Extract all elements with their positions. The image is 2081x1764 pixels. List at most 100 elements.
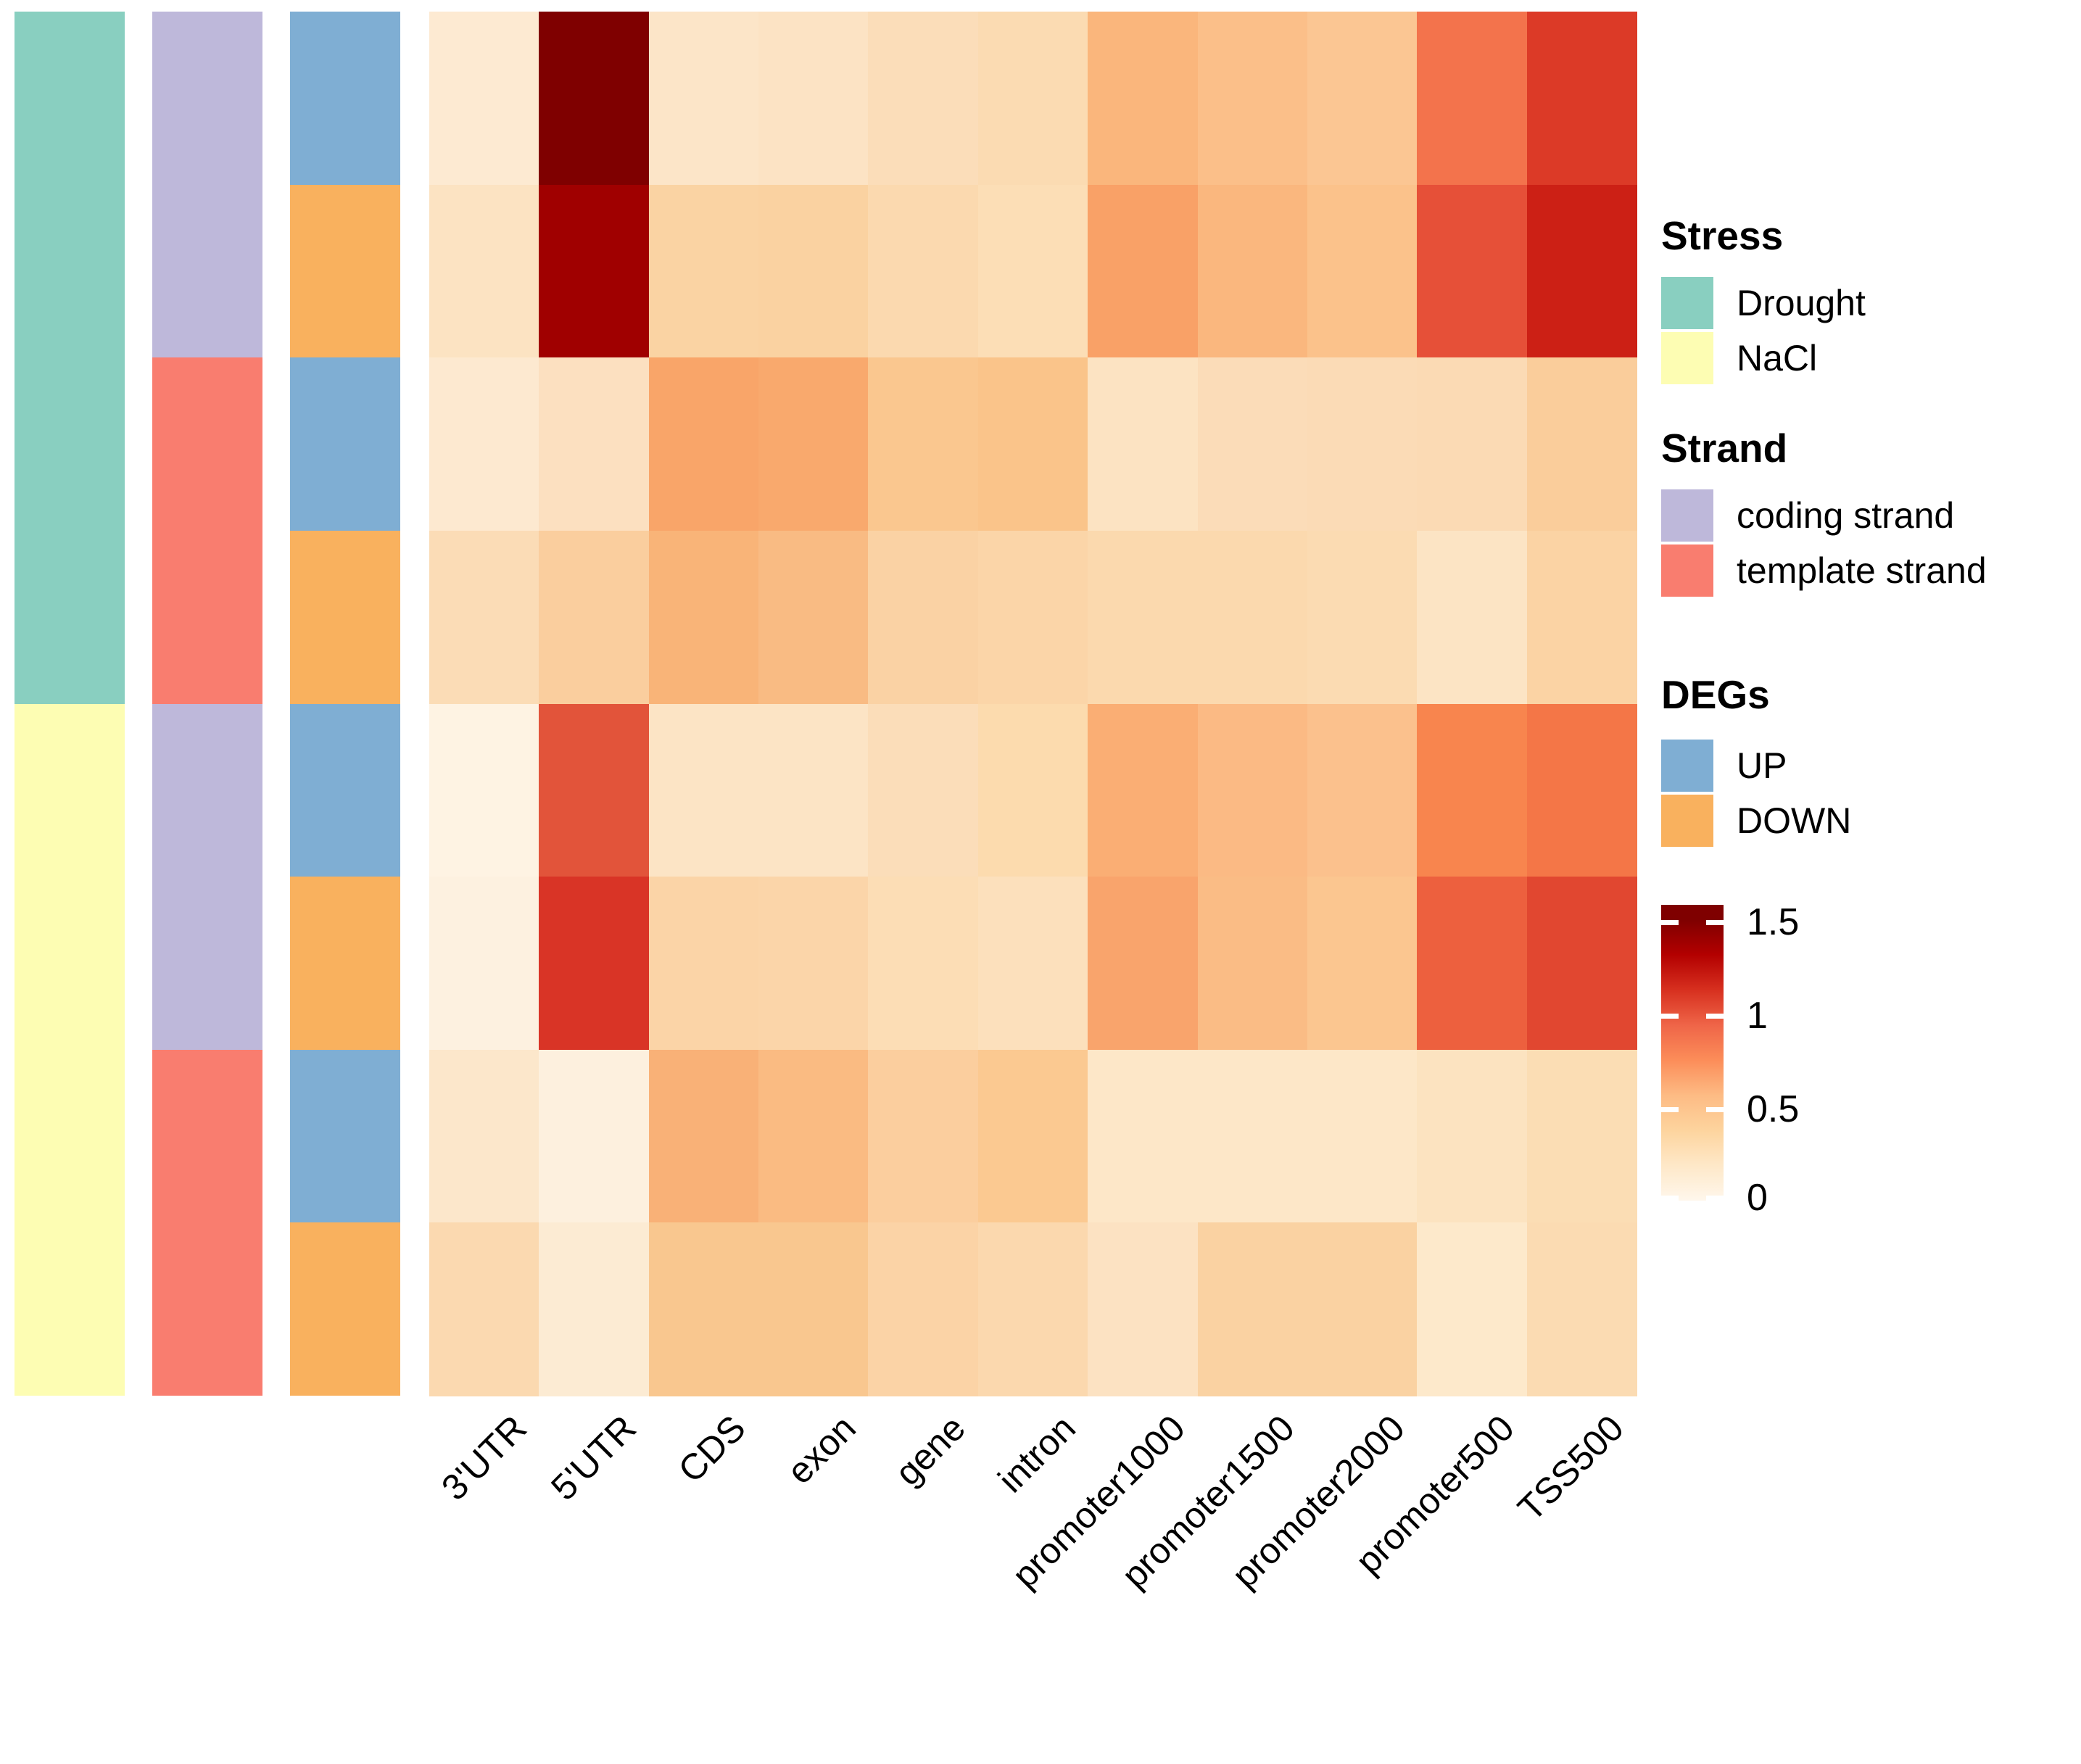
legend-degs-title: DEGs [1661, 672, 1770, 717]
heatmap-cell [1417, 877, 1528, 1051]
heatmap-cell [1088, 184, 1199, 358]
heatmap-cell [868, 12, 979, 186]
strand-annotation-block [152, 1049, 262, 1396]
colorbar-tick-label: 1.5 [1747, 900, 1800, 943]
colorbar-tick-mark [1661, 919, 1679, 925]
color-scale-bar [1661, 905, 1724, 1201]
heatmap-cell [1307, 1222, 1418, 1396]
heatmap-cell [868, 184, 979, 358]
heatmap-cell [1088, 1049, 1199, 1223]
stress-label: Drought [1737, 283, 1866, 323]
stress-annotation-bar [15, 12, 125, 1396]
heatmap-cell [429, 184, 539, 358]
heatmap-cell [1417, 530, 1528, 705]
heatmap-cell [1526, 703, 1637, 877]
heatmap-cell [1088, 877, 1199, 1051]
heatmap-cell [868, 877, 979, 1051]
heatmap-cell [1526, 1222, 1637, 1396]
heatmap-cell [977, 1049, 1088, 1223]
stress-annotation-block [15, 703, 125, 1396]
heatmap-cell [429, 1222, 539, 1396]
heatmap-cell [539, 703, 650, 877]
heatmap-cell [758, 877, 869, 1051]
degs-label: DOWN [1737, 800, 1852, 841]
legend-strand-title: Strand [1661, 426, 1788, 471]
degs-annotation-block [290, 12, 400, 185]
heatmap-cell [1417, 703, 1528, 877]
heatmap-cell [868, 530, 979, 705]
degs-swatch [1661, 795, 1713, 847]
heatmap-cell [977, 357, 1088, 531]
heatmap-cell [1307, 877, 1418, 1051]
heatmap-cell [429, 357, 539, 531]
heatmap-cell [977, 12, 1088, 186]
heatmap-cell [429, 877, 539, 1051]
degs-swatch [1661, 740, 1713, 792]
heatmap-cell [1526, 1049, 1637, 1223]
heatmap-cell [1197, 184, 1308, 358]
colorbar-tick-mark [1661, 1013, 1679, 1019]
stress-swatch [1661, 277, 1713, 329]
heatmap-cell [977, 1222, 1088, 1396]
colorbar-tick-mark [1706, 1013, 1724, 1019]
colorbar-tick-label: 0.5 [1747, 1088, 1800, 1130]
stress-annotation-block [15, 12, 125, 704]
colorbar-tick-mark [1706, 919, 1724, 925]
strand-annotation-bar [152, 12, 262, 1396]
heatmap-cell [758, 1049, 869, 1223]
heatmap-cell [1307, 1049, 1418, 1223]
heatmap-cell [539, 1222, 650, 1396]
heatmap-cell [539, 184, 650, 358]
strand-label: template strand [1737, 550, 1987, 591]
heatmap-cell [1417, 1222, 1528, 1396]
heatmap-cell [1088, 1222, 1199, 1396]
degs-annotation-block [290, 1049, 400, 1223]
heatmap-cell [539, 12, 650, 186]
colorbar-tick-mark [1706, 1106, 1724, 1112]
heatmap-cell [1197, 530, 1308, 705]
heatmap-cell [1197, 1222, 1308, 1396]
heatmap-cell [648, 184, 759, 358]
degs-annotation-block [290, 877, 400, 1050]
heatmap-cell [1526, 530, 1637, 705]
heatmap-cell [648, 703, 759, 877]
heatmap-cell [1088, 12, 1199, 186]
stress-swatch [1661, 332, 1713, 384]
heatmap-cell [1526, 357, 1637, 531]
strand-swatch [1661, 544, 1713, 597]
degs-annotation-block [290, 357, 400, 531]
colorbar-tick-mark [1706, 1196, 1724, 1201]
heatmap-cell [1307, 184, 1418, 358]
heatmap-cell [1088, 357, 1199, 531]
heatmap-cell [1197, 877, 1308, 1051]
degs-annotation-block [290, 703, 400, 877]
heatmap-cell [868, 1049, 979, 1223]
heatmap-cell [977, 877, 1088, 1051]
heatmap-cell [1197, 1049, 1308, 1223]
heatmap-cell [648, 530, 759, 705]
degs-annotation-bar [290, 12, 400, 1396]
heatmap-cell [977, 184, 1088, 358]
heatmap-cell [429, 12, 539, 186]
heatmap-cell [1417, 1049, 1528, 1223]
heatmap-cell [539, 530, 650, 705]
heatmap-cell [758, 357, 869, 531]
heatmap-cell [648, 1049, 759, 1223]
heatmap-cell [429, 1049, 539, 1223]
degs-label: UP [1737, 745, 1787, 786]
heatmap-cell [868, 703, 979, 877]
heatmap-cell [868, 357, 979, 531]
heatmap-cell [1417, 12, 1528, 186]
colorbar-tick-label: 1 [1747, 994, 1768, 1037]
heatmap-cell [758, 703, 869, 877]
heatmap-cell [429, 530, 539, 705]
colorbar-tick-label: 0 [1747, 1177, 1768, 1219]
heatmap-cell [1417, 184, 1528, 358]
degs-annotation-block [290, 1222, 400, 1396]
heatmap-cell [648, 357, 759, 531]
heatmap-cell [539, 357, 650, 531]
heatmap-cell [1526, 12, 1637, 186]
heatmap-cell [648, 877, 759, 1051]
heatmap-cell [1197, 12, 1308, 186]
